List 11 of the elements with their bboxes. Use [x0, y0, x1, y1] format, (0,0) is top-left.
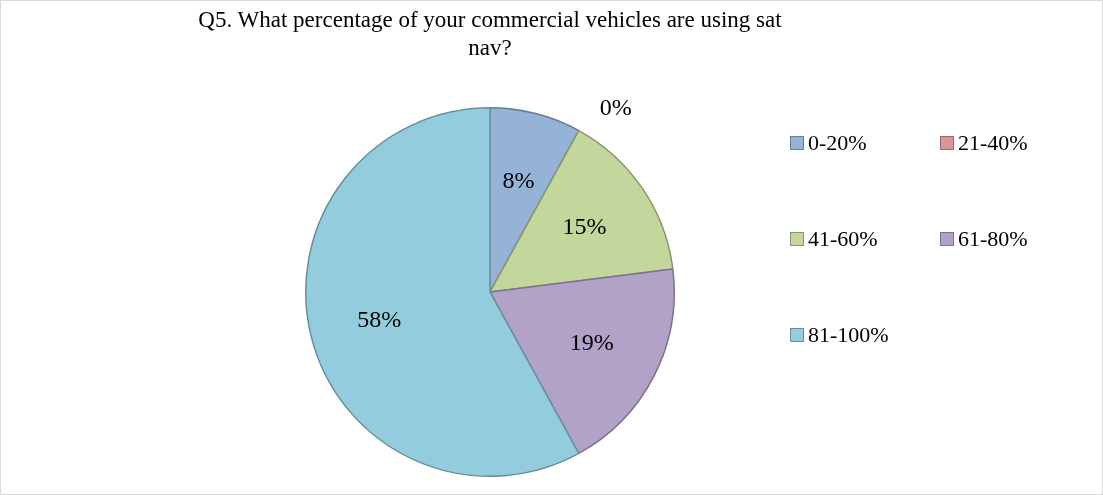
data-label: 19%	[569, 329, 614, 356]
legend-label: 81-100%	[808, 322, 889, 348]
data-label: 8%	[502, 166, 535, 193]
text: 0%	[599, 93, 632, 120]
legend-label: 41-60%	[808, 226, 878, 252]
data-label: 15%	[562, 213, 607, 240]
data-label: 58%	[357, 305, 402, 332]
legend-label: 21-40%	[958, 130, 1028, 156]
legend-label: 61-80%	[958, 226, 1028, 252]
legend-label: 0-20%	[808, 130, 867, 156]
chart-title: Q5. What percentage of your commercial vehicles are using sat nav?	[197, 6, 783, 62]
